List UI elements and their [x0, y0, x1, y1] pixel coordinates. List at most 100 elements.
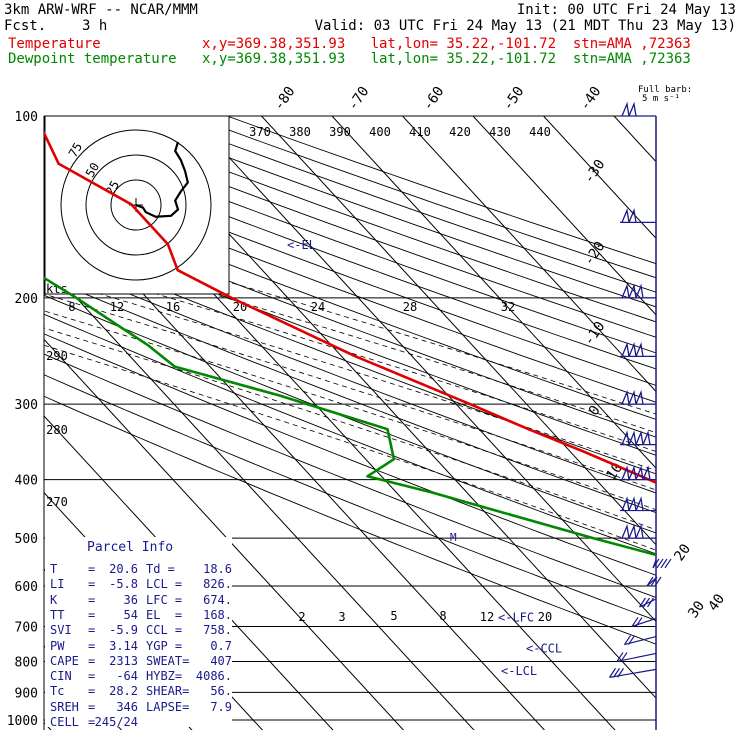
- wind-barb: [646, 576, 662, 587]
- parcel-info-cell: 3.14: [109, 638, 138, 653]
- dry-adiabat-line: [44, 159, 656, 386]
- isotherm-line: [44, 262, 475, 730]
- init-time: Init: 00 UTC Fri 24 May 13: [516, 2, 736, 18]
- barb-flag: [628, 430, 637, 445]
- hodograph-ring: [110, 179, 162, 231]
- theta-label: 410: [409, 125, 431, 139]
- pressure-label: 500: [15, 532, 38, 547]
- dry-adiabat-line: [44, 353, 656, 598]
- wind-barb: [620, 342, 656, 357]
- wind-barb: [652, 558, 672, 569]
- barb-flag: [642, 430, 651, 445]
- parcel-info-cell: LI: [50, 577, 65, 592]
- barb-tick: [617, 668, 624, 678]
- barb-flag: [635, 430, 644, 445]
- isotherm-line: [44, 338, 405, 730]
- isotherm-label-right: -10: [581, 319, 609, 349]
- barb-tick: [664, 558, 672, 569]
- parcel-info-row: SREH = 346 LAPSE= 7.9: [50, 700, 232, 714]
- pressure-label: 100: [15, 110, 38, 125]
- parcel-info-cell: =: [88, 623, 96, 638]
- dewpoint-location-info: x,y=369.38,351.93 lat,lon= 35.22,-101.72…: [202, 51, 691, 67]
- dry-adiabat-line: [44, 207, 656, 438]
- barb-legend-line2: 5 m s⁻¹: [642, 94, 680, 104]
- isotherm-line: [472, 116, 656, 316]
- wind-barb: [624, 635, 657, 646]
- parcel-info-cell: =: [88, 638, 96, 653]
- theta-label: 370: [249, 125, 271, 139]
- pressure-label: 800: [15, 655, 38, 670]
- barb-flag: [621, 101, 630, 117]
- barb-flag: [621, 496, 630, 511]
- pressure-label: 900: [15, 686, 38, 701]
- dry-adiabat-line: [44, 223, 656, 456]
- valid-time: Valid: 03 UTC Fri 24 May 13 (21 MDT Thu …: [314, 18, 736, 34]
- barb-flag: [642, 465, 651, 480]
- theta-label: 380: [289, 125, 311, 139]
- theta-label: 420: [449, 125, 471, 139]
- dry-adiabat-line: [153, 116, 656, 293]
- barb-tick: [628, 635, 635, 645]
- parcel-info-cell: 36: [123, 592, 138, 607]
- level-annotation: <-EL: [287, 238, 316, 252]
- isotherm-label-top: -70: [345, 84, 373, 114]
- parcel-info-row: SVI = -5.9 CCL = 758.: [50, 623, 232, 637]
- moist-adiabat-line: [44, 327, 656, 531]
- dry-adiabat-line: [44, 395, 656, 645]
- forecast-hour: 3 h: [82, 18, 108, 34]
- parcel-info-row: K = 36 LFC = 674.: [50, 593, 232, 607]
- parcel-info-cell: SREH: [50, 699, 79, 714]
- barb-tick: [654, 576, 662, 587]
- barb-flag: [628, 523, 637, 539]
- mixing-ratio-label-top: 28: [403, 300, 417, 314]
- isotherm-line: [685, 116, 740, 733]
- mixing-ratio-label-top: 16: [166, 300, 180, 314]
- pressure-label: 300: [15, 398, 38, 413]
- parcel-info-cell: EL =: [146, 607, 183, 622]
- pressure-label: 1000: [7, 714, 38, 729]
- theta-label: 440: [529, 125, 551, 139]
- dewpoint-profile: [44, 276, 656, 557]
- parcel-info-title: Parcel Info: [87, 540, 174, 555]
- isotherm-line: [613, 116, 656, 163]
- barb-flag: [635, 389, 644, 405]
- parcel-info-row: CIN = -64 HYBZ= 4086.: [50, 669, 232, 683]
- isotherm-label-right: 0: [586, 403, 604, 419]
- isotherm-line: [190, 116, 656, 623]
- barb-flag: [635, 283, 644, 299]
- isotherm-label-right: 30: [685, 598, 708, 621]
- parcel-info-row: T = 20.6 Td = 18.6: [50, 562, 232, 576]
- isotherm-label-right: -20: [581, 239, 609, 269]
- parcel-info-cell: HYBZ=: [146, 669, 183, 684]
- parcel-info-cell: SVI: [50, 623, 72, 638]
- parcel-info-cell: 54: [123, 607, 138, 622]
- moist-adiabat-line: [44, 228, 656, 415]
- isotherm-line: [543, 116, 656, 240]
- barb-tick: [646, 576, 654, 587]
- mixing-ratio-label-top: 12: [110, 300, 124, 314]
- barb-tick: [616, 652, 624, 662]
- parcel-info-cell: LCL =: [146, 577, 183, 592]
- isotherm-label-top: -40: [577, 84, 605, 114]
- isotherm-label-right: 20: [671, 541, 694, 564]
- theta-label: 400: [369, 125, 391, 139]
- barb-flag: [628, 101, 637, 117]
- barb-tick: [652, 558, 660, 569]
- barb-flag: [628, 496, 637, 511]
- mixing-ratio-label-bottom: 5: [390, 609, 397, 623]
- moist-adiabat-line: [44, 277, 656, 471]
- barb-tick: [639, 597, 646, 608]
- wind-barb: [609, 668, 657, 678]
- parcel-info-row: CELL = 245/24: [50, 715, 232, 729]
- barb-flag: [621, 523, 630, 539]
- parcel-info-cell: CELL: [50, 715, 79, 729]
- dry-adiabat-line: [44, 294, 656, 534]
- moist-adiabat-line: [44, 310, 656, 511]
- parcel-info-cell: =: [88, 684, 96, 699]
- mixing-ratio-label-top: 32: [501, 300, 515, 314]
- mixing-ratio-label-bottom: 3: [338, 610, 345, 624]
- parcel-marker: M: [450, 531, 457, 544]
- wind-barb: [620, 208, 656, 223]
- wind-barb: [616, 652, 657, 663]
